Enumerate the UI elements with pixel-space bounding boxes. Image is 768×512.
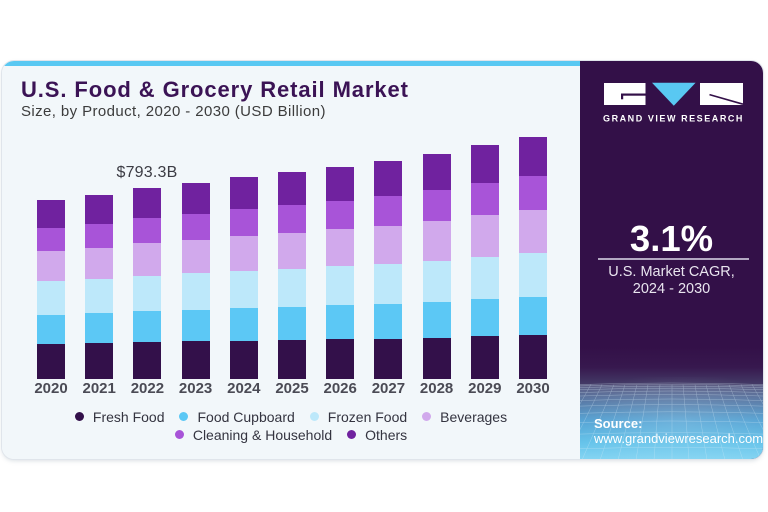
svg-text:GRAND VIEW RESEARCH: GRAND VIEW RESEARCH [603, 114, 744, 124]
